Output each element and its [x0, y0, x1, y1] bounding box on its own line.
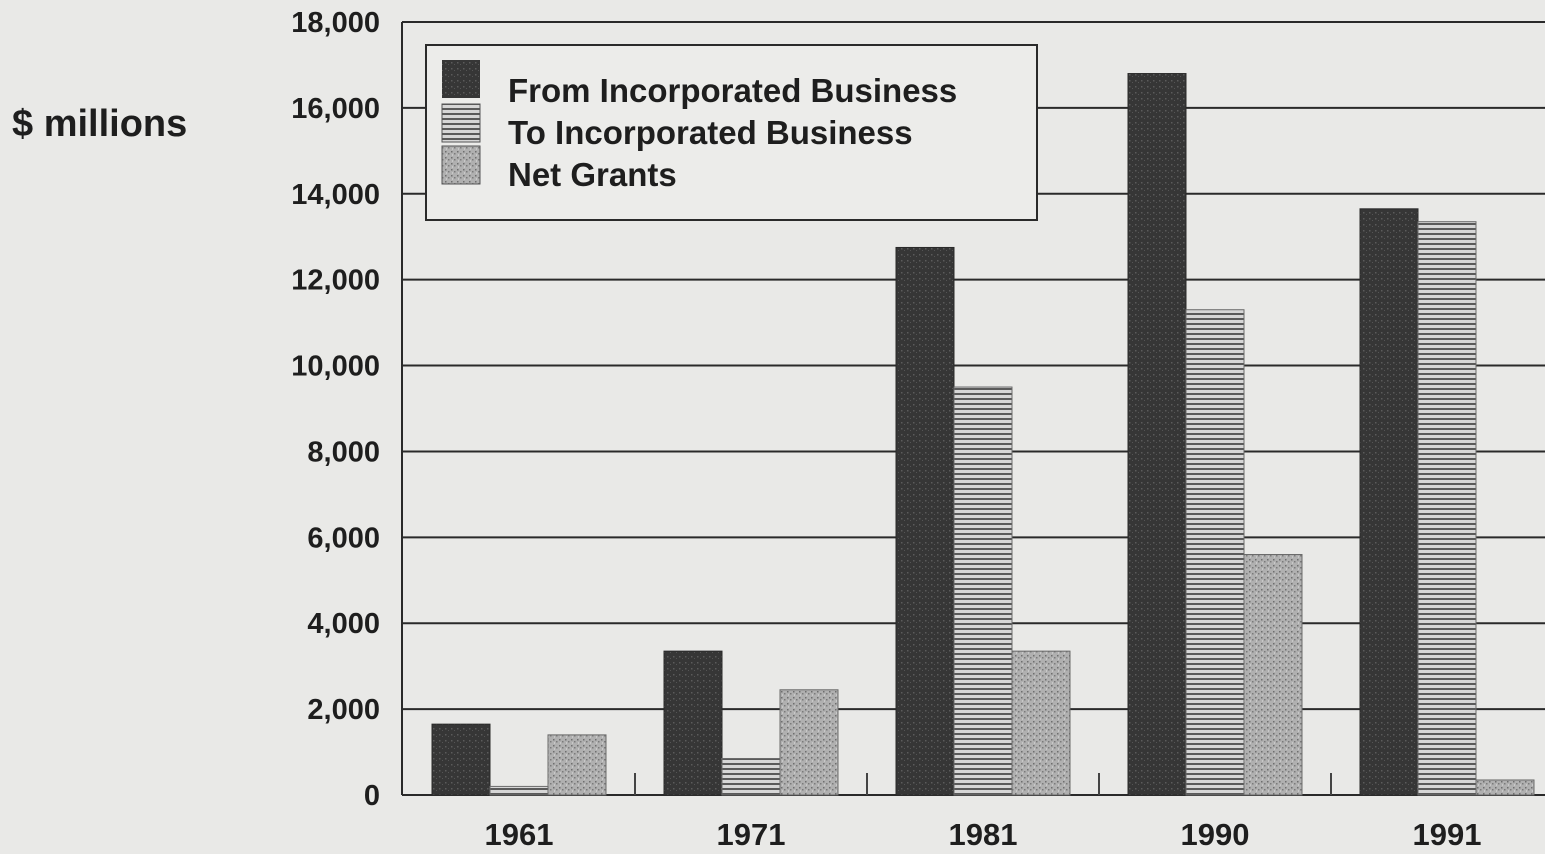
- bar-1971-series-1: [663, 650, 723, 796]
- y-tick-label: 8,000: [307, 436, 380, 468]
- y-tick-label: 18,000: [291, 7, 380, 39]
- y-tick-label: 4,000: [307, 608, 380, 640]
- x-tick-label: 1961: [485, 817, 554, 852]
- legend-box: [425, 44, 1038, 221]
- y-tick-label: 16,000: [291, 93, 380, 125]
- legend-swatch-net: [441, 145, 481, 185]
- y-tick-label: 6,000: [307, 522, 380, 554]
- bar-1991-series-2: [1417, 221, 1477, 796]
- legend: From Incorporated Business To Incorporat…: [425, 44, 1038, 221]
- legend-swatch-to: [441, 103, 481, 143]
- bar-1981-series-2: [953, 386, 1013, 796]
- legend-label-from: From Incorporated Business: [508, 72, 957, 109]
- bar-1961-series-2: [489, 785, 549, 796]
- bar-1991-series-3: [1475, 779, 1535, 796]
- x-tick-label: 1981: [949, 817, 1018, 852]
- bar-1971-series-3: [779, 689, 839, 796]
- legend-label-net: Net Grants: [508, 156, 677, 193]
- bar-1990-series-1: [1127, 73, 1187, 796]
- x-tick-label: 1990: [1181, 817, 1250, 852]
- y-axis-tick-labels: 0 2,000 4,000 6,000 8,000 10,000 12,000 14,000 1…: [291, 7, 380, 812]
- bar-1990-series-2: [1185, 309, 1245, 796]
- y-axis-label: $ millions: [12, 103, 187, 145]
- bar-1961-series-3: [547, 734, 607, 796]
- bar-1991-series-1: [1359, 208, 1419, 796]
- bar-1961-series-1: [431, 723, 491, 796]
- bar-1971-series-2: [721, 757, 781, 796]
- y-tick-label: 0: [364, 780, 380, 812]
- bar-1981-series-1: [895, 246, 955, 796]
- legend-label-to: To Incorporated Business: [508, 114, 913, 151]
- y-tick-label: 12,000: [291, 265, 380, 297]
- y-tick-label: 14,000: [291, 179, 380, 211]
- bars: [431, 73, 1535, 796]
- bar-1990-series-3: [1243, 554, 1303, 796]
- bar-1981-series-3: [1011, 650, 1071, 796]
- y-tick-label: 2,000: [307, 694, 380, 726]
- x-axis-tick-labels: 1961 1971 1981 1990 1991: [485, 773, 1482, 852]
- y-tick-label: 10,000: [291, 351, 380, 383]
- legend-swatch-from: [442, 60, 480, 98]
- x-tick-label: 1971: [717, 817, 786, 852]
- x-tick-label: 1991: [1413, 817, 1482, 852]
